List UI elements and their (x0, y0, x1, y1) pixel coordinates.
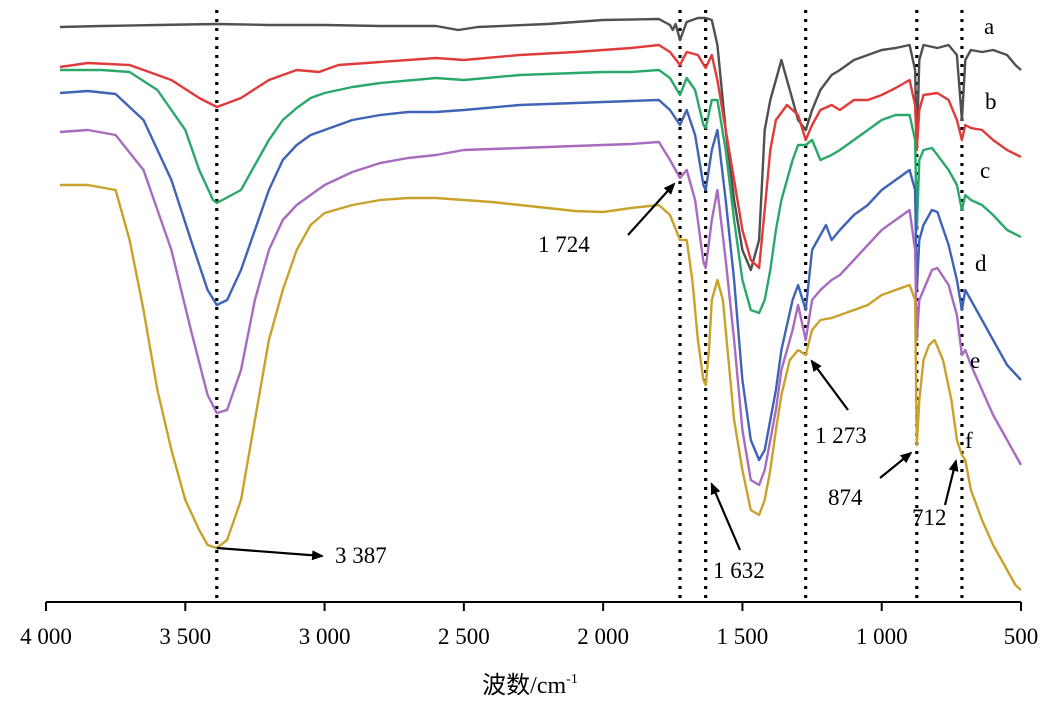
series-line-d (59, 89, 1022, 462)
x-axis-title-superscript: -1 (566, 672, 578, 687)
annotation-arrow-1 (627, 182, 676, 236)
series-label-c: c (980, 158, 990, 183)
annotation-arrow-4 (879, 451, 913, 479)
x-tick-label-2000: 2 000 (577, 624, 629, 649)
series-line-e (59, 128, 1023, 487)
series-label-f: f (965, 428, 973, 453)
series-label-d: d (975, 251, 987, 276)
x-tick-label-3500: 3 500 (159, 624, 211, 649)
annotation-label-1: 1 724 (538, 232, 590, 257)
series-line-b (59, 43, 1022, 270)
series-label-a: a (984, 14, 994, 39)
x-tick-label-1000: 1 000 (856, 624, 908, 649)
x-tick-label-1500: 1 500 (717, 624, 769, 649)
annotation-arrow-5 (943, 459, 959, 506)
series-line-f (59, 183, 1022, 591)
annotation-arrow-0 (216, 546, 324, 561)
spectra-series-group (59, 16, 1023, 591)
series-line-c (59, 68, 1022, 315)
x-axis-title: 波数/cm-1 (482, 672, 578, 699)
annotation-label-4: 874 (828, 485, 863, 510)
series-label-b: b (985, 89, 997, 114)
x-tick-label-2500: 2 500 (438, 624, 490, 649)
annotation-arrow-2 (710, 482, 742, 551)
series-line-a (59, 16, 1022, 272)
x-axis-ticks: 4 000 3 500 3 000 2 500 2 000 1 500 1 000 500 (20, 602, 1038, 649)
annotation-label-3: 1 273 (815, 423, 867, 448)
x-tick-label-4000: 4 000 (20, 624, 72, 649)
annotation-label-2: 1 632 (713, 558, 765, 583)
annotation-label-5: 712 (912, 505, 947, 530)
x-axis-title-text: 波数/cm (482, 672, 566, 699)
x-tick-label-3000: 3 000 (299, 624, 351, 649)
annotation-arrow-3 (810, 359, 849, 411)
series-labels: a b c d e f (965, 14, 997, 453)
annotation-label-0: 3 387 (335, 543, 387, 568)
x-tick-label-500: 500 (1004, 624, 1039, 649)
peak-annotations: 3 387 1 724 1 632 1 273 874 712 (216, 182, 959, 583)
series-label-e: e (970, 348, 980, 373)
